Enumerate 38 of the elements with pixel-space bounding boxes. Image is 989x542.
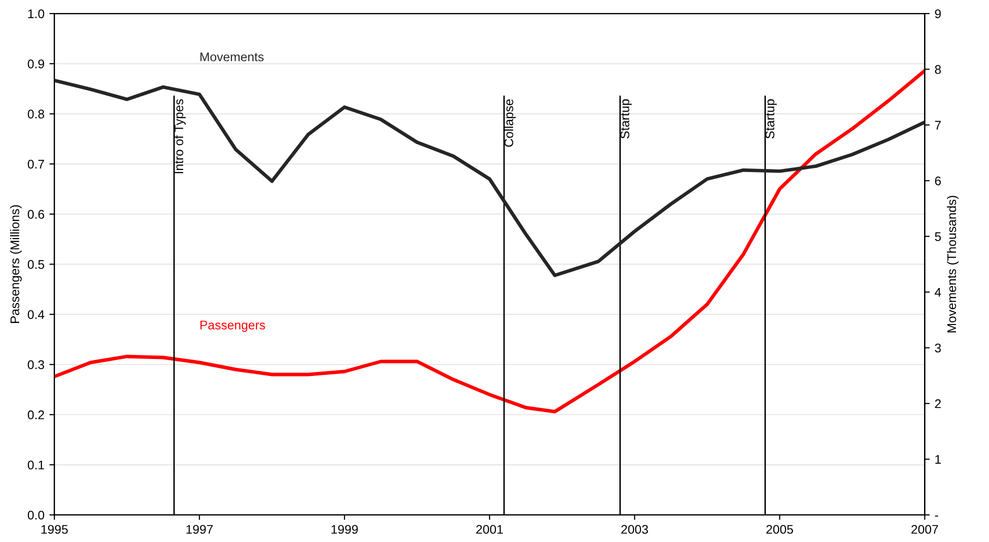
ref-line-label: Collapse: [504, 99, 516, 147]
y-tick-label: 0.9: [28, 59, 44, 68]
x-tick-label: 2005: [766, 524, 794, 534]
x-tick-label: 1999: [332, 524, 358, 534]
text: Movements: [200, 52, 264, 62]
y2-tick-label: 5: [934, 232, 941, 242]
y-tick-label: 0.0: [28, 510, 44, 520]
y2-tick-label: 2: [935, 399, 941, 408]
ref-line-label: Startup: [620, 99, 632, 139]
y2-tick-label: 7: [935, 120, 941, 130]
y-tick-label: 0.1: [28, 460, 44, 470]
y2-tick-label: 4: [934, 288, 942, 297]
x-tick-label: 2007: [911, 524, 938, 534]
line-series: [54, 78, 925, 278]
y-tick-label: 0.2: [28, 410, 44, 420]
y2-tick-label: -: [934, 516, 938, 517]
x-tick-label: 1997: [186, 524, 213, 534]
y-tick-label: 0.3: [28, 360, 44, 370]
line-series: [54, 68, 925, 414]
y-tick-label: 1.0: [28, 9, 44, 18]
text: Passengers: [200, 320, 266, 332]
y-tick-label: 0.6: [28, 210, 44, 219]
y-axis-title: Passengers (Millions): [10, 205, 22, 323]
ref-line-label: Intro of Types: [174, 99, 186, 174]
y2-tick-label: 3: [934, 344, 941, 352]
x-tick-label: 2001: [476, 524, 503, 534]
y-tick-label: 0.7: [28, 160, 44, 169]
y2-tick-label: 9: [935, 9, 941, 18]
x-tick-label: 2003: [621, 524, 648, 534]
y2-tick-label: 8: [934, 65, 941, 74]
x-tick-label: 1995: [41, 524, 68, 534]
y-tick-label: 0.5: [28, 260, 44, 269]
y-tick-label: 0.8: [28, 110, 44, 118]
ref-line-label: Startup: [765, 99, 777, 139]
y2-tick-label: 6: [935, 176, 941, 186]
y-tick-label: 0.4: [28, 310, 44, 320]
y2-tick-label: 1: [935, 455, 941, 464]
y2-axis-title: Movements (Thousands): [946, 196, 959, 332]
